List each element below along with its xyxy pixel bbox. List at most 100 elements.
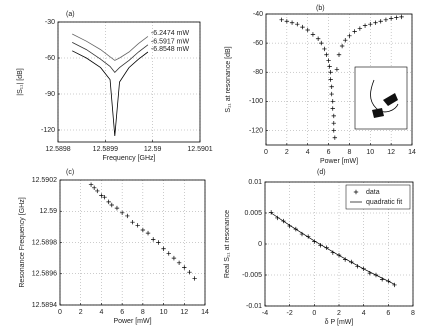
x-tick-label: 2 xyxy=(285,149,289,156)
panel: 12.5898 12.5899 12.59 12.5901 -30 -60 -90 -120 (… xyxy=(17,11,213,162)
data-point xyxy=(88,182,94,187)
y-tick-label: -120 xyxy=(41,127,55,134)
y-tick-label: -40 xyxy=(253,11,263,18)
data-point xyxy=(305,234,311,239)
axes-frame xyxy=(57,21,201,143)
x-tick-label: 14 xyxy=(408,149,416,156)
series-label: -6.2474 mW xyxy=(151,30,190,37)
y-axis-label: |S₁₁| [dB] xyxy=(17,68,24,95)
x-tick-label: 6 xyxy=(386,310,390,317)
x-tick-label: 6 xyxy=(327,149,331,156)
data-point xyxy=(339,43,345,49)
panel: -4 -2 0 2 4 6 8 -0.01 -0.005 0 0.005 0.01 (d) δ P [mW… xyxy=(224,169,415,326)
legend-label: data xyxy=(366,189,380,196)
data-point xyxy=(156,240,161,245)
y-tick-label: 0.01 xyxy=(248,179,262,186)
x-tick-label: 12 xyxy=(387,149,395,156)
x-tick-label: 12.5899 xyxy=(93,146,118,153)
data-point xyxy=(332,135,338,140)
data-point xyxy=(268,210,274,215)
panel-label: (d) xyxy=(317,169,326,176)
x-tick-label: 2 xyxy=(337,310,341,317)
legend-label: quadratic fit xyxy=(366,199,402,206)
y-tick-label: 0.005 xyxy=(244,210,262,217)
data-point xyxy=(289,20,295,25)
data-point xyxy=(362,23,368,28)
x-tick-label: 6 xyxy=(120,309,124,316)
x-tick-label: 4 xyxy=(99,309,103,316)
x-tick-label: -2 xyxy=(287,310,293,317)
y-axis-label: Resonance Frequency [GHz] xyxy=(19,197,26,287)
data-point xyxy=(388,16,394,21)
data-point xyxy=(368,21,373,27)
y-tick-label: 12.5894 xyxy=(32,302,57,309)
panel-label: (a) xyxy=(66,11,75,18)
y-tick-label: -80 xyxy=(253,69,263,76)
series-label: -6.5917 mW xyxy=(151,39,190,46)
y-tick-label: -60 xyxy=(45,55,55,62)
data-point xyxy=(331,120,336,126)
x-tick-label: -4 xyxy=(262,310,268,317)
y-tick-label: -0.01 xyxy=(246,303,262,310)
data-point xyxy=(171,255,177,261)
data-point xyxy=(135,223,140,228)
x-tick-label: 4 xyxy=(362,310,366,317)
data-point xyxy=(329,91,334,97)
axes-frame xyxy=(59,179,206,306)
data-point xyxy=(295,21,300,27)
data-point xyxy=(319,40,324,46)
data-point xyxy=(109,202,114,208)
x-tick-label: 8 xyxy=(347,149,351,156)
data-point xyxy=(145,230,151,236)
data-point xyxy=(187,269,192,275)
plot-area xyxy=(58,22,200,142)
legend-swatch xyxy=(353,189,359,195)
data-point xyxy=(161,246,166,251)
data-point xyxy=(327,64,332,69)
data-point xyxy=(330,99,335,104)
x-tick-label: 0 xyxy=(58,309,62,316)
x-tick-label: 12 xyxy=(180,309,188,316)
data-point xyxy=(192,276,197,281)
panel-label: (c) xyxy=(66,169,74,176)
data-line xyxy=(72,42,149,74)
data-point xyxy=(326,58,331,63)
y-tick-label: 0 xyxy=(258,241,262,248)
x-tick-label: 4 xyxy=(306,149,310,156)
legend-box xyxy=(345,184,411,210)
y-tick-label: 12.5896 xyxy=(32,271,57,278)
x-tick-label: 8 xyxy=(411,310,415,317)
data-point xyxy=(315,36,321,41)
data-point xyxy=(99,193,104,198)
data-point xyxy=(399,14,404,20)
data-point xyxy=(328,70,333,75)
x-tick-label: 8 xyxy=(141,309,145,316)
axes-frame xyxy=(265,13,413,146)
y-axis-label: Real S₁₁ at resonance xyxy=(224,210,231,278)
data-point xyxy=(357,26,363,31)
data-point xyxy=(176,260,182,266)
data-point xyxy=(328,77,333,82)
data-point xyxy=(331,128,336,133)
data-point xyxy=(347,33,352,39)
x-tick-label: 12.5898 xyxy=(45,146,70,153)
data-point xyxy=(182,265,187,270)
data-point xyxy=(324,245,329,250)
x-tick-label: 12.59 xyxy=(144,146,162,153)
data-point xyxy=(394,15,399,20)
x-axis-label: Power [mW] xyxy=(113,318,151,325)
data-point xyxy=(279,17,284,23)
x-tick-label: 10 xyxy=(366,149,374,156)
panel: 0 2 4 6 8 10 12 14 12.5894 12.5896 12.5898 12.59 12.… xyxy=(19,169,209,325)
series-label: -6.8548 mW xyxy=(151,46,190,53)
data-point xyxy=(125,213,130,219)
data-point xyxy=(102,194,107,200)
data-point xyxy=(119,210,125,216)
y-tick-label: 12.59 xyxy=(39,208,57,215)
x-tick-label: 0 xyxy=(312,310,316,317)
y-tick-label: -100 xyxy=(249,98,263,105)
data-line xyxy=(72,33,149,61)
data-point xyxy=(166,251,171,256)
x-axis-label: δ P [mW] xyxy=(325,319,354,326)
